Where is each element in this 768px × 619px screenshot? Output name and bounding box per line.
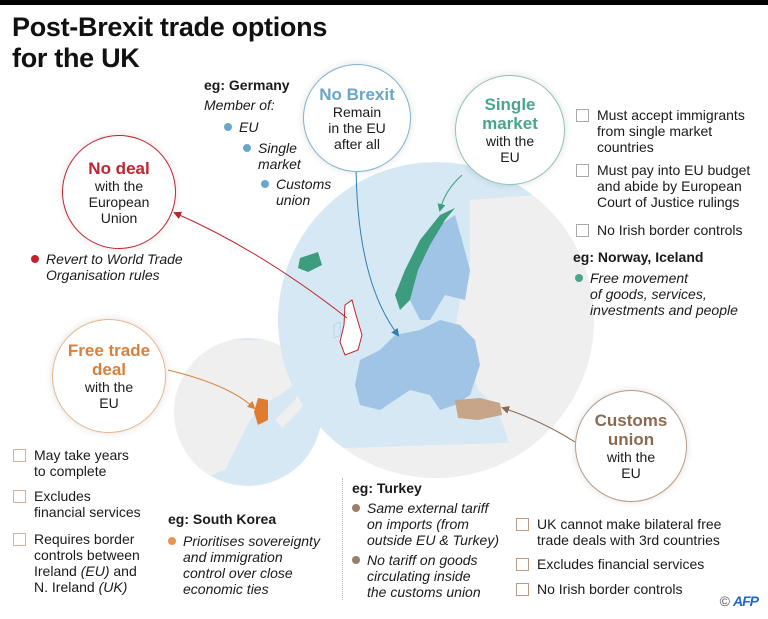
membership-eu: EU bbox=[224, 119, 258, 135]
condition-text: No Irish border controls bbox=[597, 222, 743, 238]
condition-text: UK cannot make bilateral free trade deals… bbox=[537, 516, 722, 548]
asia-globe bbox=[174, 338, 322, 486]
bullet-dot-icon bbox=[243, 144, 251, 152]
bullet-text: Prioritises sovereignty and immigration co… bbox=[183, 533, 320, 597]
bullet-dot-icon bbox=[168, 537, 176, 545]
no-brexit-heading: No Brexit bbox=[319, 84, 395, 104]
single-market-condition: No Irish border controls bbox=[576, 222, 743, 238]
condition-text: Excludes financial services bbox=[537, 556, 705, 572]
free-trade-sub-2: EU bbox=[99, 395, 119, 411]
membership-label: Customs union bbox=[276, 176, 332, 208]
condition-text: Must pay into EU budget and abide by Euro… bbox=[597, 162, 751, 210]
membership-label: EU bbox=[239, 119, 259, 135]
single-market-arrow bbox=[437, 174, 463, 212]
bullet-dot-icon bbox=[261, 180, 269, 188]
afp-credit: © AFP bbox=[719, 593, 759, 609]
free-trade-heading-2: deal bbox=[91, 360, 127, 379]
condition-text: Requires border controls between Ireland… bbox=[34, 531, 140, 595]
free-trade-example: eg: South Korea bbox=[168, 511, 277, 527]
no-deal-arrow bbox=[173, 211, 348, 319]
free-trade-bullet: Prioritises sovereignty and immigration co… bbox=[168, 533, 320, 597]
no-brexit-circle: No Brexit Remain in the EU after all bbox=[303, 64, 411, 172]
single-market-sub-2: EU bbox=[500, 149, 520, 165]
bullet-dot-icon bbox=[352, 504, 360, 512]
no-deal-heading: No deal bbox=[88, 158, 150, 178]
single-market-condition: Must accept immigrants from single market… bbox=[576, 107, 745, 155]
page-title: Post-Brexit trade options for the UK bbox=[12, 12, 327, 74]
checkbox-icon bbox=[13, 533, 26, 546]
free-trade-circle: Free trade deal with the EU bbox=[52, 319, 166, 433]
customs-union-heading-1: Customs bbox=[594, 411, 668, 430]
condition-text: No Irish border controls bbox=[537, 581, 683, 597]
no-brexit-sub-2: in the EU bbox=[328, 119, 386, 136]
checkbox-icon bbox=[13, 490, 26, 503]
bullet-text: Revert to World Trade Organisation rules bbox=[46, 251, 183, 283]
copyright-icon: © bbox=[719, 593, 730, 609]
membership-single-market: Single market bbox=[243, 140, 301, 172]
no-deal-sub-3: Union bbox=[100, 209, 138, 226]
free-trade-condition: Excludes financial services bbox=[13, 488, 141, 520]
customs-union-circle: Customs union with the EU bbox=[575, 390, 687, 502]
customs-union-arrow bbox=[501, 406, 576, 443]
bullet-dot-icon bbox=[31, 255, 39, 263]
europe-globe bbox=[278, 162, 594, 478]
single-market-heading-2: market bbox=[482, 114, 538, 133]
free-trade-condition: May take years to complete bbox=[13, 447, 129, 479]
free-trade-arrow bbox=[167, 369, 256, 410]
membership-label: Single market bbox=[258, 140, 301, 172]
member-of-label: Member of: bbox=[204, 97, 275, 113]
no-brexit-sub-3: after all bbox=[334, 135, 380, 152]
checkbox-icon bbox=[516, 583, 529, 596]
customs-union-heading-2: union bbox=[607, 430, 655, 449]
single-market-sub-1: with the bbox=[485, 133, 535, 149]
south-korea-shape bbox=[254, 398, 268, 425]
checkbox-icon bbox=[516, 518, 529, 531]
customs-union-condition: UK cannot make bilateral free trade deals… bbox=[516, 516, 721, 548]
title-line-2: for the UK bbox=[12, 43, 140, 73]
checkbox-icon bbox=[516, 558, 529, 571]
free-trade-heading-1: Free trade bbox=[67, 341, 151, 360]
condition-text: May take years to complete bbox=[34, 447, 129, 479]
single-market-example: eg: Norway, Iceland bbox=[573, 249, 704, 265]
free-trade-sub-1: with the bbox=[84, 379, 134, 395]
no-brexit-sub-1: Remain bbox=[332, 103, 382, 120]
title-line-1: Post-Brexit trade options bbox=[12, 12, 328, 42]
customs-union-bullet: No tariff on goods circulating inside the … bbox=[352, 552, 481, 600]
customs-union-example: eg: Turkey bbox=[352, 480, 422, 496]
single-market-circle: Single market with the EU bbox=[455, 75, 565, 185]
free-trade-condition: Requires border controls between Ireland… bbox=[13, 531, 140, 595]
customs-union-sub-1: with the bbox=[606, 449, 656, 465]
divider bbox=[342, 478, 343, 600]
no-deal-circle: No deal with the European Union bbox=[62, 135, 176, 249]
checkbox-icon bbox=[576, 164, 589, 177]
customs-union-condition: Excludes financial services bbox=[516, 556, 704, 572]
customs-union-bullet: Same external tariff on imports (from outs… bbox=[352, 500, 499, 548]
bullet-text: No tariff on goods circulating inside the … bbox=[367, 552, 481, 600]
no-brexit-example: eg: Germany bbox=[204, 77, 290, 93]
condition-text: Excludes financial services bbox=[34, 488, 141, 520]
no-deal-sub-2: European bbox=[88, 193, 150, 210]
bullet-dot-icon bbox=[575, 274, 583, 282]
bullet-text: Same external tariff on imports (from outs… bbox=[367, 500, 500, 548]
single-market-heading-1: Single bbox=[484, 95, 536, 114]
checkbox-icon bbox=[576, 224, 589, 237]
condition-text: Must accept immigrants from single market… bbox=[597, 107, 745, 155]
top-bar bbox=[0, 0, 768, 5]
membership-customs-union: Customs union bbox=[261, 176, 331, 208]
afp-logo: AFP bbox=[733, 593, 759, 609]
bullet-dot-icon bbox=[352, 556, 360, 564]
customs-union-sub-2: EU bbox=[621, 465, 641, 481]
no-brexit-arrow bbox=[355, 159, 400, 337]
checkbox-icon bbox=[576, 109, 589, 122]
no-deal-bullet: Revert to World Trade Organisation rules bbox=[31, 251, 183, 283]
single-market-condition: Must pay into EU budget and abide by Euro… bbox=[576, 162, 750, 210]
checkbox-icon bbox=[13, 449, 26, 462]
bullet-dot-icon bbox=[224, 123, 232, 131]
no-deal-sub-1: with the bbox=[94, 177, 144, 194]
single-market-bullet: Free movement of goods, services, investme… bbox=[575, 270, 738, 318]
bullet-text: Free movement of goods, services, investme… bbox=[590, 270, 738, 318]
customs-union-condition: No Irish border controls bbox=[516, 581, 683, 597]
